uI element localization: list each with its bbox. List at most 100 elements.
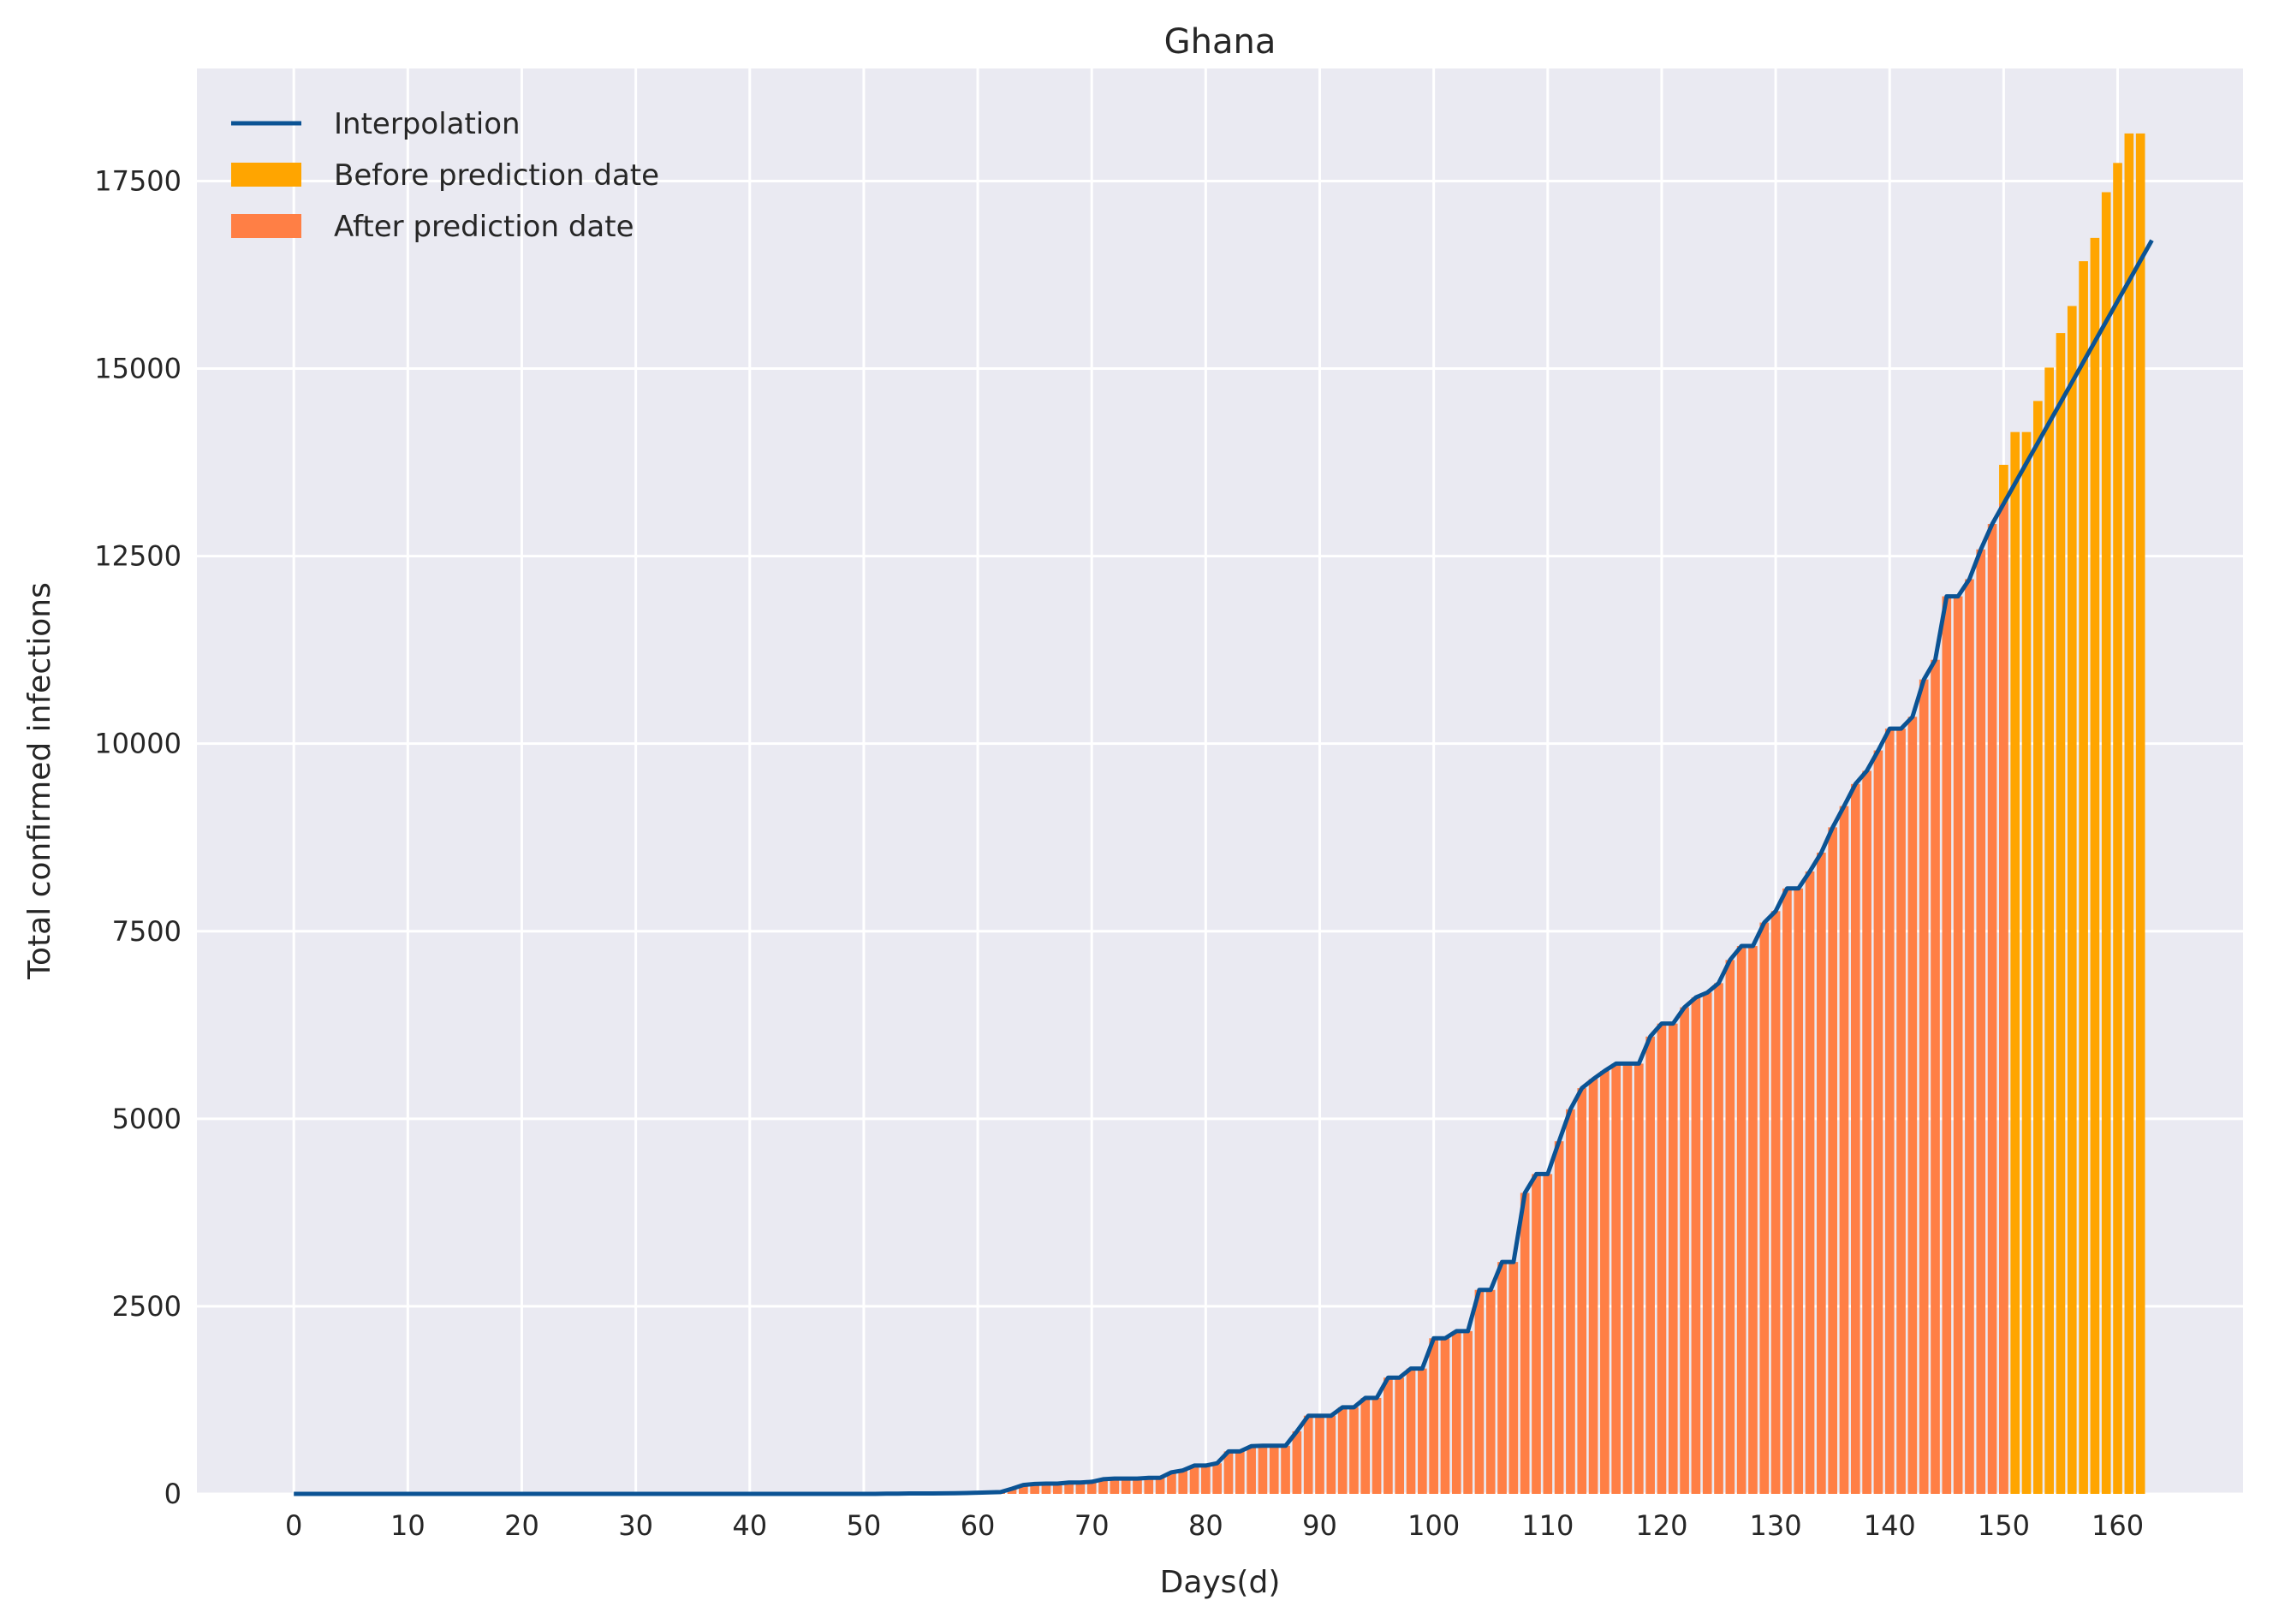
bar-after-prediction [1725, 960, 1735, 1494]
y-tick-label: 10000 [94, 728, 181, 760]
bar-before-prediction [2056, 333, 2066, 1495]
bar-after-prediction [1850, 783, 1860, 1494]
bar-after-prediction [1907, 717, 1918, 1494]
bar-before-prediction [2010, 431, 2020, 1495]
bars [882, 133, 2145, 1495]
x-tick-label: 120 [1635, 1509, 1687, 1542]
x-tick-label: 90 [1302, 1509, 1337, 1542]
bar-after-prediction [1999, 503, 2008, 1494]
bar-after-prediction [1281, 1445, 1290, 1494]
bar-after-prediction [1086, 1481, 1097, 1494]
x-tick-label: 150 [1978, 1509, 2030, 1542]
bar-after-prediction [1189, 1465, 1199, 1494]
y-tick-label: 12500 [94, 540, 181, 573]
bar-after-prediction [1315, 1415, 1324, 1494]
bar-after-prediction [1372, 1397, 1382, 1494]
bar-after-prediction [1292, 1431, 1302, 1494]
bar-after-prediction [1167, 1472, 1176, 1494]
bar-after-prediction [1794, 888, 1804, 1494]
bar-after-prediction [1064, 1482, 1074, 1494]
bar-after-prediction [1258, 1445, 1268, 1494]
bar-before-prediction [2033, 401, 2043, 1494]
x-tick-label: 70 [1074, 1509, 1110, 1542]
chart-title: Ghana [1164, 22, 1276, 62]
x-tick-label: 50 [847, 1509, 882, 1542]
bar-after-prediction [1987, 524, 1997, 1495]
x-tick-label: 20 [504, 1509, 539, 1542]
x-tick-label: 10 [390, 1509, 425, 1542]
bar-after-prediction [1884, 729, 1895, 1494]
bar-after-prediction [1075, 1482, 1086, 1494]
interpolation-line [294, 239, 2154, 1496]
bar-after-prediction [1942, 596, 1952, 1494]
bar-after-prediction [1007, 1489, 1017, 1494]
bar-after-prediction [1896, 729, 1906, 1494]
bar-before-prediction [2090, 237, 2100, 1495]
bar-after-prediction [1600, 1070, 1610, 1494]
bar-after-prediction [1953, 596, 1963, 1494]
bar-before-prediction [2021, 431, 2032, 1495]
bar-after-prediction [1485, 1289, 1496, 1494]
bar-after-prediction [1759, 922, 1770, 1494]
bar-after-prediction [1133, 1478, 1142, 1494]
bar-after-prediction [1702, 992, 1712, 1494]
bar-after-prediction [1873, 750, 1883, 1494]
x-axis-label: Days(d) [1160, 1565, 1281, 1600]
bar-after-prediction [1235, 1451, 1245, 1494]
bar-after-prediction [1155, 1478, 1165, 1494]
bar-after-prediction [1588, 1079, 1598, 1494]
bar-after-prediction [1326, 1415, 1336, 1494]
bar-after-prediction [1770, 911, 1781, 1494]
bar-after-prediction [1611, 1063, 1621, 1494]
bar-after-prediction [1178, 1470, 1188, 1494]
bar-after-prediction [1691, 997, 1701, 1494]
x-tick-label: 110 [1521, 1509, 1574, 1542]
bar-after-prediction [1223, 1451, 1234, 1494]
x-tick-labels: 0 10 20 30 40 50 60 70 80 90 100 110 120 130 140 150 160 [285, 1509, 2144, 1542]
y-tick-label: 0 [164, 1478, 181, 1510]
x-tick-label: 30 [618, 1509, 653, 1542]
x-tick-label: 140 [1864, 1509, 1916, 1542]
bar-after-prediction [1645, 1036, 1655, 1494]
bar-after-prediction [1748, 946, 1758, 1494]
bar-after-prediction [1383, 1377, 1393, 1494]
bar-after-prediction [1668, 1023, 1678, 1494]
bar-after-prediction [1919, 679, 1929, 1494]
bar-after-prediction [1554, 1141, 1564, 1494]
bar-after-prediction [1782, 888, 1792, 1494]
bar-after-prediction [1657, 1023, 1667, 1494]
bar-after-prediction [1497, 1262, 1507, 1494]
legend-patch-before [231, 163, 301, 187]
bar-after-prediction [1862, 770, 1871, 1494]
bar-after-prediction [1532, 1174, 1541, 1494]
legend: Interpolation Before prediction date Aft… [231, 107, 659, 244]
bar-after-prediction [1577, 1088, 1587, 1494]
bar-after-prediction [1212, 1463, 1222, 1494]
bar-after-prediction [1463, 1330, 1473, 1494]
bar-after-prediction [1303, 1415, 1313, 1494]
bar-after-prediction [1395, 1377, 1405, 1494]
x-tick-label: 0 [285, 1509, 302, 1542]
x-tick-label: 80 [1188, 1509, 1223, 1542]
bar-after-prediction [1018, 1484, 1028, 1494]
bar-before-prediction [2113, 163, 2122, 1495]
bar-after-prediction [1817, 852, 1826, 1494]
bar-after-prediction [1520, 1193, 1530, 1494]
legend-patch-after [231, 214, 301, 238]
bar-after-prediction [1543, 1174, 1553, 1494]
y-tick-label: 2500 [112, 1290, 181, 1323]
bar-after-prediction [1337, 1407, 1348, 1494]
bar-after-prediction [1349, 1407, 1359, 1494]
x-tick-label: 40 [732, 1509, 767, 1542]
bar-after-prediction [1418, 1368, 1427, 1494]
bar-after-prediction [1633, 1063, 1644, 1494]
interpolation-line-layer [294, 239, 2154, 1496]
bar-after-prediction [1451, 1330, 1461, 1494]
y-tick-label: 5000 [112, 1103, 181, 1135]
bar-after-prediction [1976, 549, 1986, 1494]
bar-before-prediction [2067, 306, 2077, 1494]
bar-after-prediction [1508, 1262, 1519, 1494]
x-tick-label: 100 [1407, 1509, 1460, 1542]
legend-label-before: Before prediction date [334, 158, 659, 193]
